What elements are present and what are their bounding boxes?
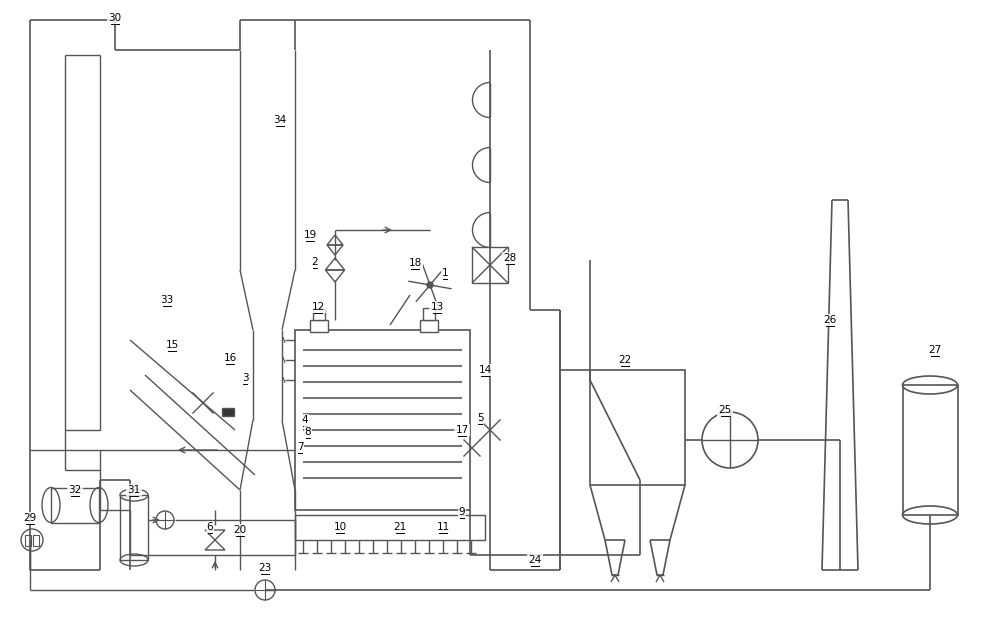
Bar xyxy=(120,495,148,560)
Text: 3: 3 xyxy=(242,373,248,383)
Text: 7: 7 xyxy=(297,442,303,452)
Bar xyxy=(903,385,958,515)
Bar xyxy=(423,308,435,320)
Text: 4: 4 xyxy=(302,415,308,425)
Text: 28: 28 xyxy=(503,253,517,263)
Text: 1: 1 xyxy=(442,268,448,278)
Text: 27: 27 xyxy=(928,345,942,355)
Text: 26: 26 xyxy=(823,315,837,325)
Text: 11: 11 xyxy=(436,522,450,532)
Text: 2: 2 xyxy=(312,257,318,267)
Bar xyxy=(313,308,325,320)
Text: 17: 17 xyxy=(455,425,469,435)
Text: 20: 20 xyxy=(233,525,247,535)
Bar xyxy=(295,330,470,510)
Text: 34: 34 xyxy=(273,115,287,125)
Text: 23: 23 xyxy=(258,563,272,573)
Text: 29: 29 xyxy=(23,513,37,523)
Bar xyxy=(472,247,508,283)
Text: 16: 16 xyxy=(223,353,237,363)
Bar xyxy=(25,534,31,545)
Bar xyxy=(51,488,99,523)
Text: 19: 19 xyxy=(303,230,317,240)
Bar xyxy=(590,370,685,485)
Text: 24: 24 xyxy=(528,555,542,565)
Text: 15: 15 xyxy=(165,340,179,350)
Circle shape xyxy=(427,282,433,288)
Text: 6: 6 xyxy=(207,522,213,532)
Text: 30: 30 xyxy=(108,13,122,23)
Text: 10: 10 xyxy=(333,522,347,532)
Bar xyxy=(222,408,234,416)
Text: 25: 25 xyxy=(718,405,732,415)
Text: 31: 31 xyxy=(127,485,141,495)
Bar xyxy=(310,320,328,332)
Text: 9: 9 xyxy=(459,507,465,517)
Text: 22: 22 xyxy=(618,355,632,365)
Text: 5: 5 xyxy=(477,413,483,423)
Text: 13: 13 xyxy=(430,302,444,312)
Text: 12: 12 xyxy=(311,302,325,312)
Text: 33: 33 xyxy=(160,295,174,305)
Text: 18: 18 xyxy=(408,258,422,268)
Text: 32: 32 xyxy=(68,485,82,495)
Bar xyxy=(295,515,485,540)
Text: 21: 21 xyxy=(393,522,407,532)
Text: 8: 8 xyxy=(305,427,311,437)
Text: 14: 14 xyxy=(478,365,492,375)
Bar xyxy=(33,534,39,545)
Bar xyxy=(420,320,438,332)
